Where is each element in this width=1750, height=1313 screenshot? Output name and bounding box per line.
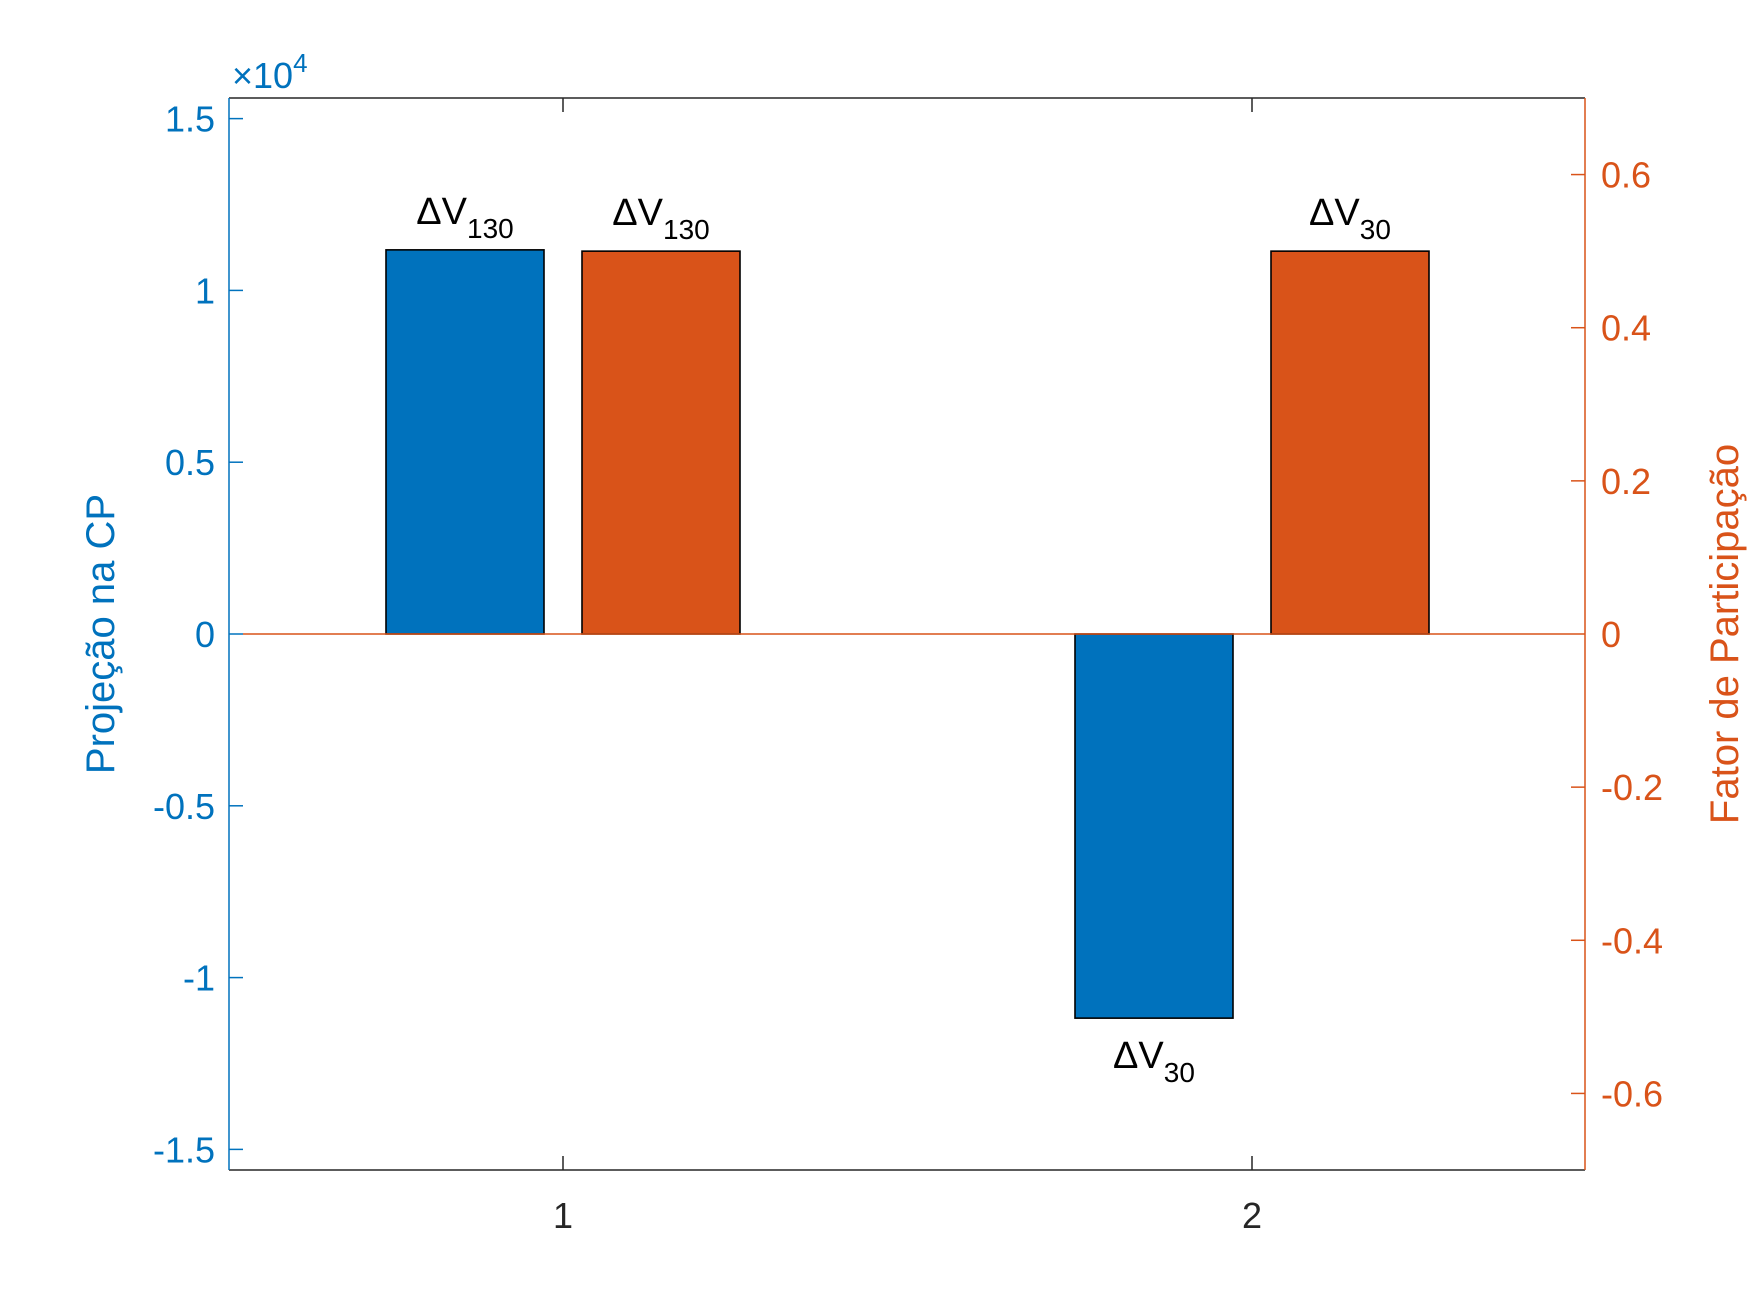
left-tick-label: 0	[195, 614, 215, 655]
left-axis-title: Projeção na CP	[79, 494, 123, 774]
axes-frame	[229, 97, 1585, 1171]
bar-labels-layer: ΔV130 ΔV30 ΔV130 ΔV30	[416, 191, 1391, 1088]
right-tick-label: 0.6	[1601, 155, 1651, 196]
left-y-axis: -1.5 -1 -0.5 0 0.5 1 1.5 ×104 Projeção na CP	[79, 48, 308, 1170]
x-tick-label: 2	[1242, 1195, 1262, 1236]
right-y-axis: -0.6 -0.4 -0.2 0 0.2 0.4 0.6 Fator de Participa…	[1571, 98, 1747, 1170]
bar-label-series2-cat2: ΔV30	[1309, 192, 1391, 245]
right-axis-title: Fator de Participação	[1703, 444, 1747, 824]
left-tick-label: -0.5	[153, 786, 215, 827]
left-tick-label: 1.5	[165, 99, 215, 140]
bar-label-series1-cat2: ΔV30	[1113, 1035, 1195, 1088]
left-tick-label: 1	[195, 270, 215, 311]
bar-label-series1-cat1: ΔV130	[416, 191, 513, 244]
right-tick-label: -0.2	[1601, 767, 1663, 808]
left-tick-label: 0.5	[165, 442, 215, 483]
right-tick-label: 0.2	[1601, 461, 1651, 502]
x-tick-label: 1	[553, 1195, 573, 1236]
left-tick-label: -1	[183, 958, 215, 999]
left-tick-label: -1.5	[153, 1129, 215, 1170]
bar-series2-cat2	[1270, 250, 1430, 635]
bar-series1-cat1	[385, 249, 545, 635]
right-tick-label: -0.4	[1601, 920, 1663, 961]
right-tick-label: -0.6	[1601, 1073, 1663, 1114]
bar-series2-cat1	[581, 250, 741, 635]
bars-layer	[385, 249, 1430, 1019]
right-tick-label: 0.4	[1601, 308, 1651, 349]
bar-label-series2-cat1: ΔV130	[612, 192, 709, 245]
bar-series1-cat2	[1074, 633, 1234, 1019]
left-axis-multiplier: ×104	[232, 48, 308, 96]
right-tick-label: 0	[1601, 614, 1621, 655]
